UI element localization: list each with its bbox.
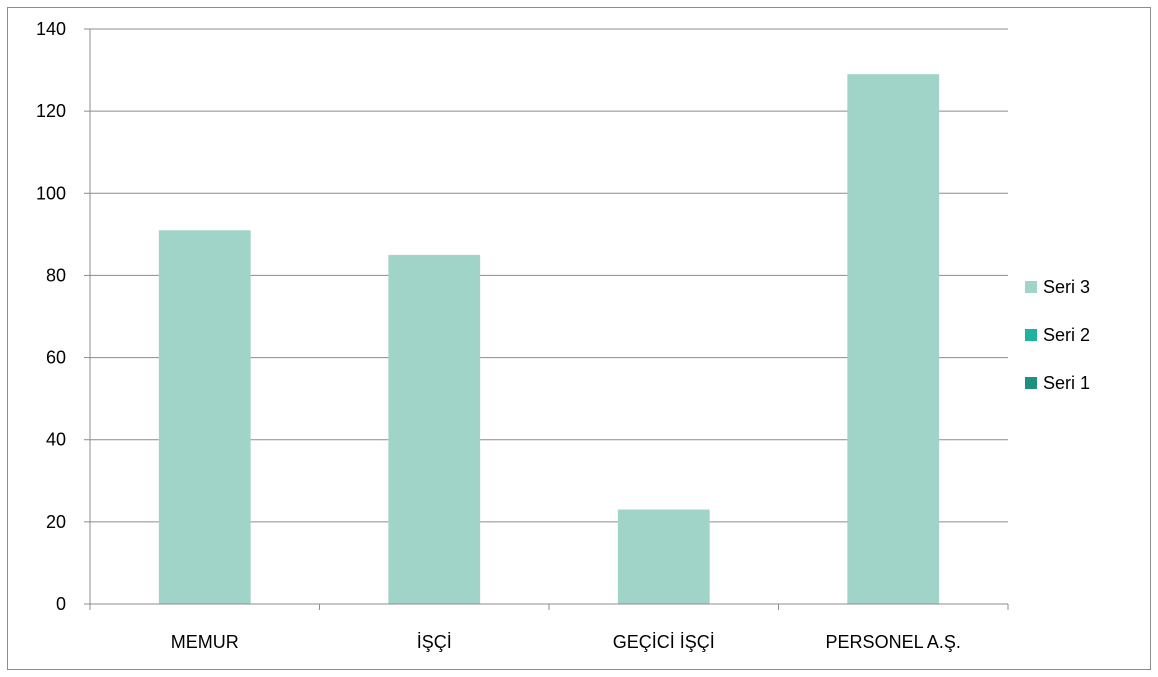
x-tick-label: İŞÇİ [417, 632, 452, 652]
bar-seri-3 [388, 254, 481, 604]
legend-item-seri-3: Seri 3 [1025, 277, 1090, 297]
y-tick-label: 120 [36, 101, 66, 121]
x-tick-labels: MEMUR İŞÇİ GEÇİCİ İŞÇİ PERSONEL A.Ş. [171, 632, 961, 652]
legend-label: Seri 2 [1043, 325, 1090, 345]
y-tick-label: 40 [46, 430, 66, 450]
axes [84, 28, 1009, 610]
y-tick-label: 0 [56, 594, 66, 614]
legend: Seri 3 Seri 2 Seri 1 [1025, 277, 1090, 393]
y-tick-label: 80 [46, 265, 66, 285]
y-tick-labels: 0 20 40 60 80 100 120 140 [36, 19, 66, 614]
x-tick-label: GEÇİCİ İŞÇİ [613, 632, 715, 652]
legend-swatch [1025, 329, 1037, 341]
y-tick-label: 20 [46, 512, 66, 532]
bar-seri-3 [617, 509, 710, 604]
legend-swatch [1025, 377, 1037, 389]
legend-item-seri-2: Seri 2 [1025, 325, 1090, 345]
x-tick-label: PERSONEL A.Ş. [826, 632, 961, 652]
legend-swatch [1025, 281, 1037, 293]
bars [158, 74, 940, 604]
bar-seri-3 [847, 74, 940, 604]
y-tick-label: 140 [36, 19, 66, 39]
legend-label: Seri 1 [1043, 373, 1090, 393]
legend-item-seri-1: Seri 1 [1025, 373, 1090, 393]
x-tick-label: MEMUR [171, 632, 239, 652]
y-tick-label: 60 [46, 348, 66, 368]
bar-seri-3 [158, 230, 251, 604]
legend-label: Seri 3 [1043, 277, 1090, 297]
y-tick-label: 100 [36, 183, 66, 203]
